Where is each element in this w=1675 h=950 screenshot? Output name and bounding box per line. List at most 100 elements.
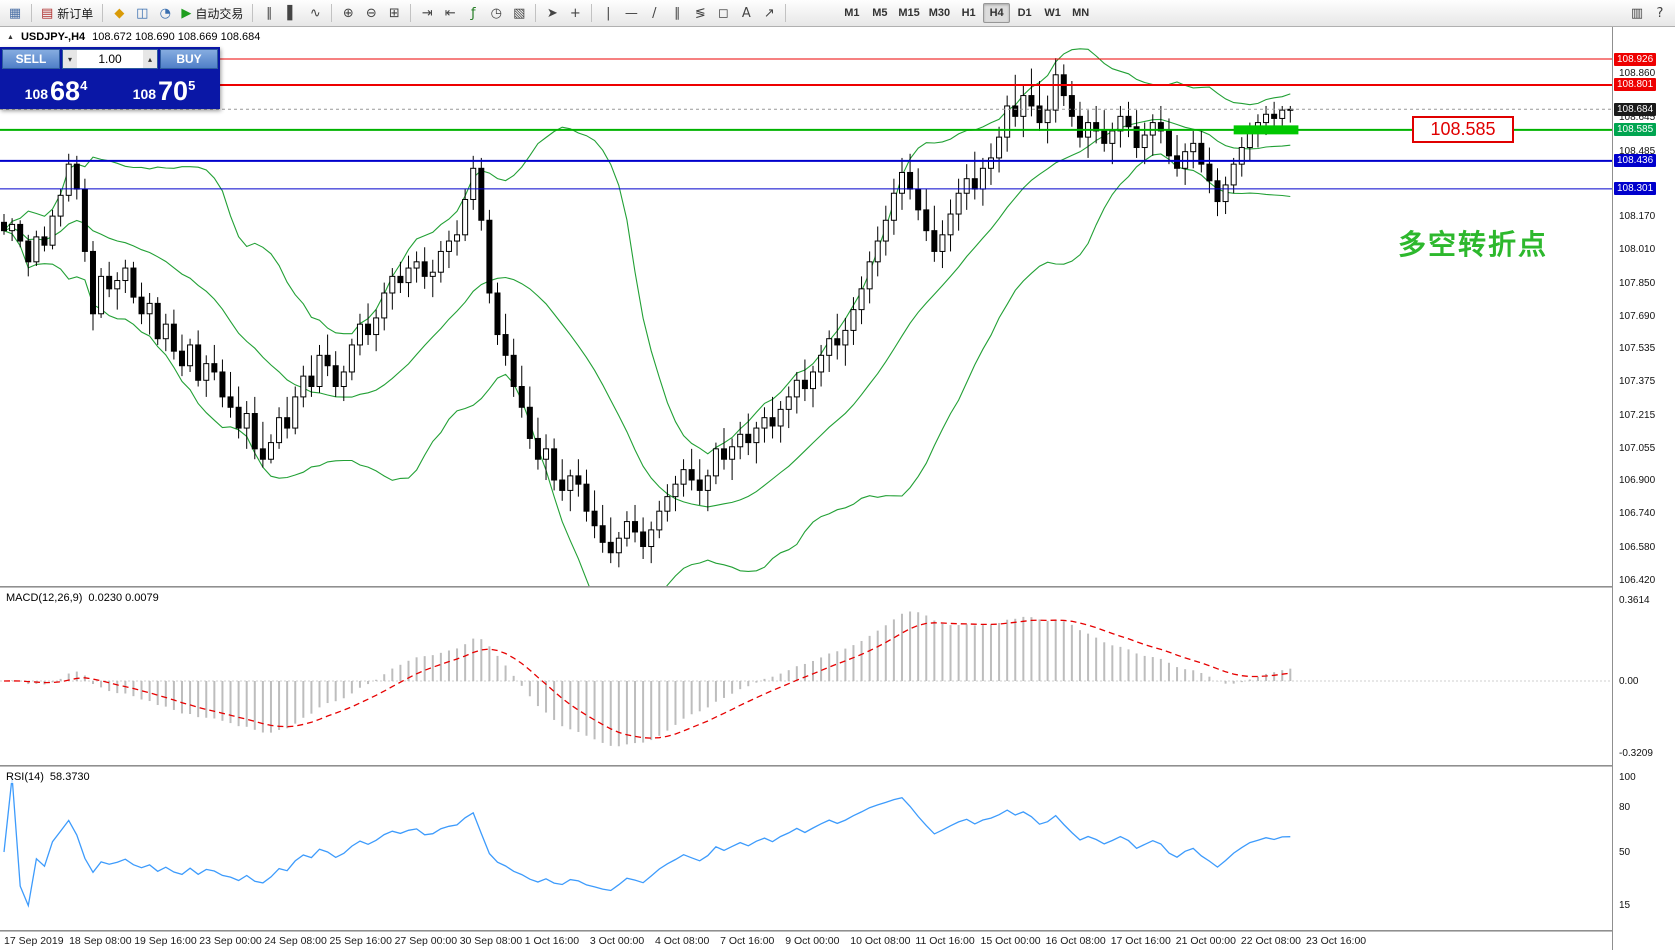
crosshair-icon: + [569, 5, 581, 21]
trendline-icon[interactable]: / [643, 2, 665, 24]
trade-controls-row: SELL ▾ ▴ BUY [2, 49, 218, 69]
indicators-icon[interactable]: ƒ [462, 2, 484, 24]
trendline-icon: / [652, 5, 657, 21]
auto-scroll-icon[interactable]: ⇥ [416, 2, 438, 24]
price-level-label-box: 108.585 [1412, 116, 1514, 143]
buy-button[interactable]: BUY [160, 49, 218, 69]
price-tick-label: 107.375 [1619, 376, 1656, 388]
sell-button[interactable]: SELL [2, 49, 60, 69]
zoom-in-icon[interactable]: ⊕ [337, 2, 359, 24]
price-tag: 108.436 [1614, 154, 1657, 168]
timeframe-m1-button[interactable]: M1 [838, 3, 865, 23]
lot-increase-button[interactable]: ▴ [143, 50, 157, 68]
auto-scroll-icon: ⇥ [421, 5, 433, 21]
time-axis-label: 11 Oct 16:00 [915, 935, 975, 947]
price-tick-label: 108.485 [1619, 145, 1656, 157]
timeframe-w1-button[interactable]: W1 [1039, 3, 1066, 23]
new-order-button[interactable]: ▤ 新订单 [37, 2, 97, 24]
chart-window-icon[interactable]: ▦ [4, 2, 26, 24]
tile-windows-icon[interactable]: ⊞ [383, 2, 405, 24]
panel-separator[interactable] [0, 586, 1675, 588]
time-axis-label: 7 Oct 16:00 [720, 935, 775, 947]
cursor-icon[interactable]: ➤ [541, 2, 563, 24]
autotrading-button[interactable]: ▶ 自动交易 [177, 2, 247, 24]
lot-size-input[interactable] [77, 50, 143, 68]
toolbar-left: ▦ ▤ 新订单 ◆ ◫ ◔ ▶ 自动交易 ∥ ▌ ∿ ⊕ ⊖ ⊞ ⇥ ⇤ ƒ ◷ ▧ ➤ + | — / ∥ ≶ ◻ A ↗ M1 M5 M1… [4, 2, 1626, 24]
time-axis-label: 1 Oct 16:00 [524, 935, 580, 947]
ask-pips: 70 [158, 76, 189, 106]
price-tag: 108.684 [1614, 102, 1657, 116]
help-icon[interactable]: ? [1649, 2, 1671, 24]
horizontal-line-icon[interactable]: — [620, 2, 642, 24]
lot-decrease-button[interactable]: ▾ [63, 50, 77, 68]
rsi-axis-label: 50 [1619, 847, 1631, 858]
chart-annotation-text: 多空转折点 [1398, 229, 1549, 260]
panel-separator[interactable] [0, 930, 1675, 932]
toolbar-right: ▥? [1626, 2, 1671, 24]
timeframe-h4-button[interactable]: H4 [983, 3, 1011, 23]
panel-separator[interactable] [0, 765, 1675, 767]
rsi-axis-label: 80 [1619, 802, 1631, 813]
autotrading-button-label: 自动交易 [195, 6, 244, 21]
macd-panel[interactable]: MACD(12,26,9) 0.0230 0.0079 [0, 588, 1612, 765]
toolbar-separator [331, 4, 333, 22]
timeframe-mn-button[interactable]: MN [1067, 3, 1094, 23]
periods-icon[interactable]: ◷ [485, 2, 507, 24]
time-axis-label: 30 Sep 08:00 [459, 935, 523, 947]
templates-icon[interactable]: ▧ [508, 2, 530, 24]
timeframe-m15-button[interactable]: M15 [894, 3, 923, 23]
data-window-icon: ◔ [159, 5, 171, 21]
data-window-icon[interactable]: ◔ [154, 2, 176, 24]
autotrading-icon: ▶ [181, 5, 192, 21]
bar-chart-icon[interactable]: ∥ [258, 2, 280, 24]
shapes-icon[interactable]: ◻ [712, 2, 734, 24]
price-tick-label: 108.860 [1619, 67, 1656, 79]
main-chart-panel[interactable]: ▲ USDJPY-,H4 108.672 108.690 108.669 108… [0, 27, 1612, 586]
candlestick-chart-icon: ▌ [287, 5, 298, 21]
line-chart-icon[interactable]: ∿ [304, 2, 326, 24]
price-tag: 108.301 [1614, 182, 1657, 196]
lot-size-spinner: ▾ ▴ [62, 49, 158, 69]
time-axis-label: 16 Oct 08:00 [1045, 935, 1106, 947]
toolbar-separator [785, 4, 787, 22]
macd-axis-label: 0.00 [1619, 676, 1639, 687]
rsi-panel[interactable]: RSI(14) 58.3730 [0, 767, 1612, 930]
timeframe-m5-button[interactable]: M5 [866, 3, 893, 23]
timeframe-d1-button[interactable]: D1 [1011, 3, 1038, 23]
cursor-icon: ➤ [546, 5, 558, 21]
channel-icon[interactable]: ∥ [666, 2, 688, 24]
chart-shift-icon[interactable]: ⇤ [439, 2, 461, 24]
price-axis[interactable]: 108.860 108.645 108.485 108.170 108.010 107.8… [1612, 27, 1675, 950]
arrow-object-icon[interactable]: ↗ [758, 2, 780, 24]
price-tick-label: 107.215 [1619, 409, 1656, 421]
collapse-triangle-icon[interactable]: ▲ [7, 33, 14, 41]
text-icon[interactable]: A [735, 2, 757, 24]
price-tag: 108.926 [1614, 52, 1657, 66]
time-axis-label: 4 Oct 08:00 [655, 935, 710, 947]
candlestick-chart-icon[interactable]: ▌ [281, 2, 303, 24]
timeframe-m30-button[interactable]: M30 [925, 3, 954, 23]
gold-icon[interactable]: ◆ [108, 2, 130, 24]
main-chart-canvas[interactable] [0, 27, 1612, 586]
macd-label: MACD(12,26,9) 0.0230 0.0079 [6, 592, 159, 604]
line-chart-icon: ∿ [309, 5, 321, 21]
toolbar-separator [410, 4, 412, 22]
ask-fraction: 5 [188, 78, 196, 93]
chart-profile-icon: ▥ [1630, 5, 1644, 21]
indicators-icon: ƒ [471, 5, 476, 21]
chart-profile-icon[interactable]: ▥ [1626, 2, 1648, 24]
fibonacci-icon[interactable]: ≶ [689, 2, 711, 24]
vertical-line-icon[interactable]: | [597, 2, 619, 24]
macd-axis-label: 0.3614 [1619, 595, 1650, 607]
ask-big-figure: 108 [132, 86, 157, 102]
time-axis[interactable]: 17 Sep 2019 18 Sep 08:00 19 Sep 16:00 23 Se… [0, 932, 1612, 950]
timeframe-h1-button[interactable]: H1 [955, 3, 982, 23]
time-axis-label: 17 Oct 16:00 [1110, 935, 1171, 947]
rsi-canvas [3, 776, 1291, 908]
time-axis-label: 23 Sep 00:00 [199, 935, 262, 947]
time-axis-label: 19 Sep 16:00 [134, 935, 197, 947]
bid-pips: 68 [50, 76, 81, 106]
zoom-out-icon[interactable]: ⊖ [360, 2, 382, 24]
crosshair-icon[interactable]: + [564, 2, 586, 24]
market-watch-icon[interactable]: ◫ [131, 2, 153, 24]
